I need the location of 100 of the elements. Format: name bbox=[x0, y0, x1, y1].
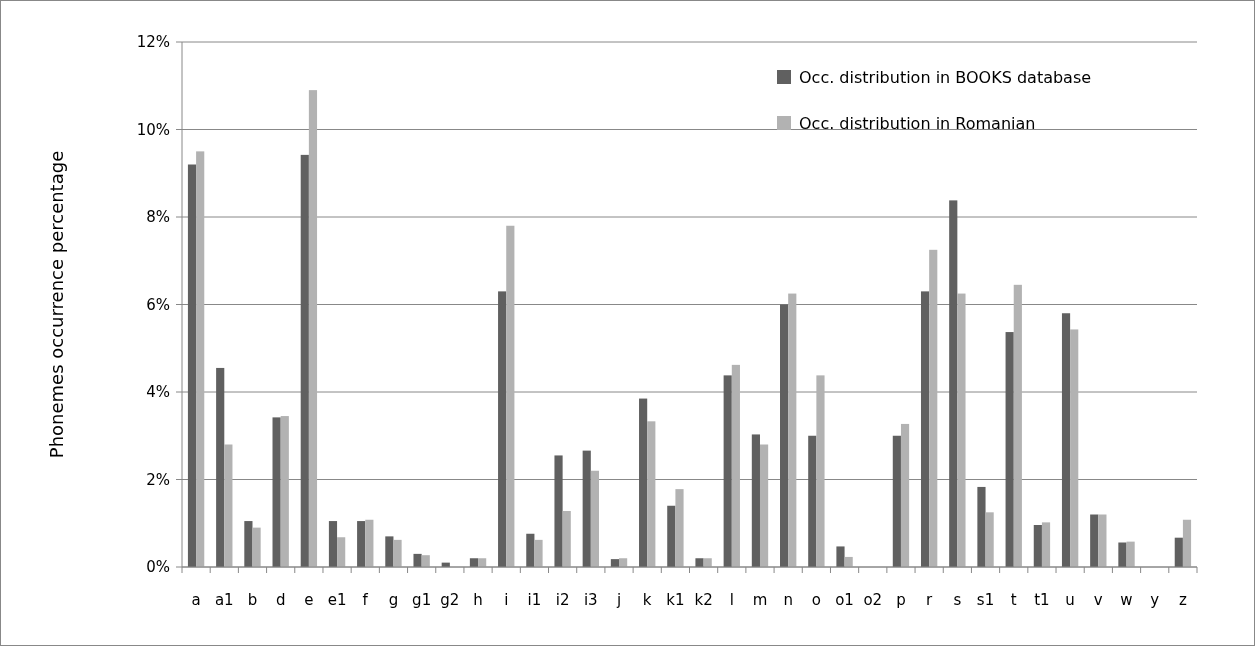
bar bbox=[957, 293, 966, 567]
y-axis-title: Phonemes occurrence percentage bbox=[46, 150, 68, 459]
bar bbox=[590, 470, 599, 567]
bar bbox=[1061, 313, 1071, 567]
bar bbox=[272, 417, 281, 567]
bar bbox=[385, 536, 394, 567]
x-tick-label: k bbox=[642, 591, 652, 609]
x-tick-label: z bbox=[1178, 591, 1187, 609]
bar bbox=[498, 291, 507, 567]
y-tick-label: 2% bbox=[146, 470, 170, 489]
x-tick-label: i3 bbox=[583, 591, 598, 609]
x-tick-label: g1 bbox=[412, 591, 432, 609]
bar bbox=[836, 546, 845, 567]
x-tick-label: t bbox=[1010, 591, 1017, 609]
legend-label: Occ. distribution in Romanian bbox=[799, 113, 1036, 133]
x-tick-label: o2 bbox=[863, 591, 883, 609]
x-tick-label: p bbox=[896, 591, 906, 609]
x-tick-label: s bbox=[953, 591, 962, 609]
bar bbox=[892, 435, 901, 567]
bar bbox=[1013, 284, 1022, 567]
x-tick-label: d bbox=[275, 591, 286, 609]
x-tick-label: w bbox=[1120, 591, 1133, 609]
bar bbox=[723, 375, 732, 567]
x-tick-label: v bbox=[1093, 591, 1103, 609]
bar bbox=[1033, 525, 1042, 567]
bar bbox=[582, 450, 591, 567]
x-tick-label: l bbox=[729, 591, 734, 609]
bar bbox=[562, 511, 571, 567]
bar bbox=[252, 527, 261, 567]
x-tick-label: k1 bbox=[666, 591, 685, 609]
x-tick-label: i2 bbox=[555, 591, 570, 609]
bar bbox=[1098, 514, 1107, 567]
bar bbox=[751, 434, 760, 567]
y-tick-label: 4% bbox=[146, 383, 170, 402]
bar bbox=[788, 293, 797, 567]
bar bbox=[1005, 332, 1014, 567]
bar bbox=[337, 537, 346, 567]
bar bbox=[357, 521, 366, 567]
bar bbox=[1070, 329, 1079, 567]
x-tick-label: i bbox=[504, 591, 509, 609]
bar bbox=[365, 519, 374, 567]
bar bbox=[647, 421, 656, 567]
x-tick-label: a bbox=[191, 591, 201, 609]
y-tick-label: 0% bbox=[146, 558, 170, 577]
x-tick-label: o bbox=[811, 591, 821, 609]
x-tick-label: u bbox=[1065, 591, 1075, 609]
bar bbox=[759, 444, 769, 567]
bar bbox=[675, 489, 684, 567]
bar bbox=[300, 154, 309, 567]
bar bbox=[900, 423, 910, 567]
bar bbox=[421, 555, 430, 567]
y-tick-label: 6% bbox=[146, 295, 170, 314]
bar bbox=[328, 521, 338, 567]
bar bbox=[187, 164, 197, 567]
bar bbox=[920, 291, 930, 567]
x-tick-label: k2 bbox=[694, 591, 713, 609]
bar bbox=[639, 398, 648, 567]
bar bbox=[308, 90, 318, 567]
x-tick-label: n bbox=[783, 591, 793, 609]
bar bbox=[985, 512, 994, 567]
bar bbox=[554, 455, 563, 567]
bar bbox=[244, 521, 253, 567]
x-tick-label: g bbox=[388, 591, 399, 609]
bar bbox=[534, 539, 543, 567]
bar bbox=[667, 505, 676, 567]
bar bbox=[393, 539, 402, 567]
bar bbox=[949, 200, 958, 567]
bar bbox=[977, 486, 986, 567]
legend-label: Occ. distribution in BOOKS database bbox=[799, 67, 1092, 87]
bar bbox=[216, 367, 225, 567]
bar bbox=[929, 249, 938, 567]
x-tick-label: e1 bbox=[327, 591, 347, 609]
bar bbox=[526, 533, 535, 567]
x-tick-label: f bbox=[362, 591, 369, 609]
bar bbox=[280, 416, 289, 567]
bar bbox=[1174, 537, 1183, 567]
bar bbox=[413, 553, 422, 567]
x-tick-label: g2 bbox=[440, 591, 460, 609]
bar bbox=[506, 225, 515, 567]
y-tick-label: 8% bbox=[146, 208, 170, 227]
bar bbox=[1041, 522, 1051, 567]
x-tick-label: i1 bbox=[527, 591, 542, 609]
bar bbox=[731, 364, 740, 567]
bar bbox=[816, 375, 825, 567]
bar bbox=[224, 444, 233, 567]
bar bbox=[1090, 514, 1099, 567]
x-tick-label: e bbox=[304, 591, 314, 609]
x-tick-label: y bbox=[1150, 591, 1160, 609]
y-tick-label: 10% bbox=[136, 120, 170, 139]
bar bbox=[196, 151, 205, 567]
x-tick-label: r bbox=[926, 591, 934, 609]
x-tick-label: b bbox=[247, 591, 258, 609]
bar bbox=[1126, 541, 1135, 567]
bar bbox=[1118, 542, 1127, 567]
x-tick-label: t1 bbox=[1034, 591, 1050, 609]
x-tick-label: j bbox=[615, 591, 622, 609]
x-tick-label: h bbox=[473, 591, 483, 609]
bar bbox=[780, 304, 789, 567]
x-tick-label: s1 bbox=[976, 591, 995, 609]
x-tick-label: m bbox=[752, 591, 768, 609]
